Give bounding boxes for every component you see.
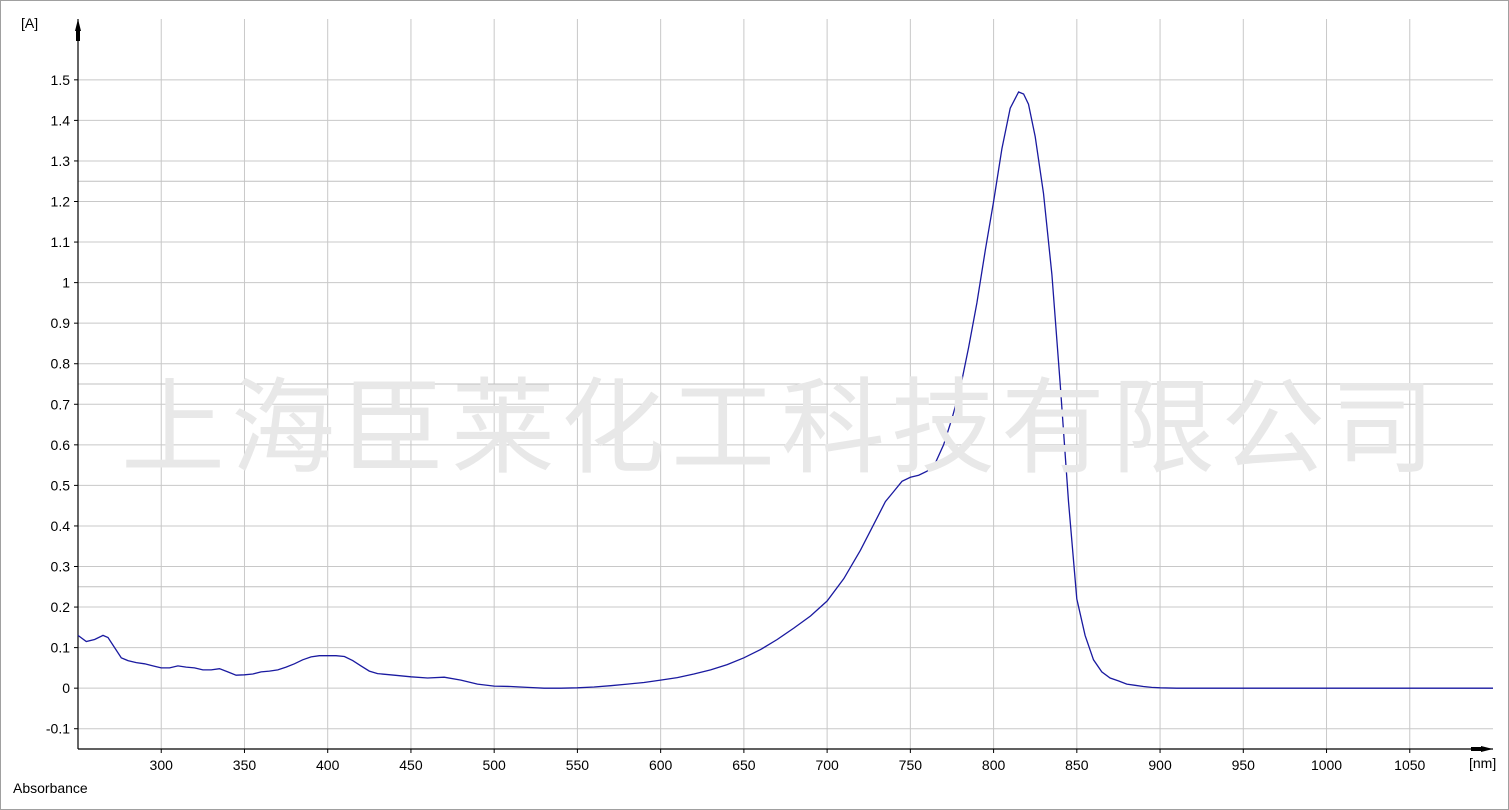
x-tick-label: 1000: [1311, 757, 1342, 773]
y-tick-label: 1.1: [51, 234, 71, 250]
y-tick-label: 0.5: [51, 477, 71, 493]
series-name-label: Absorbance: [13, 780, 88, 796]
grid: [78, 19, 1493, 749]
y-tick-label: 0.6: [51, 437, 71, 453]
y-tick-label: 0.3: [51, 559, 71, 575]
absorbance-series-line: [77, 91, 1493, 689]
x-tick-label: 850: [1065, 757, 1089, 773]
x-axis-arrow-icon: [1481, 746, 1493, 752]
y-tick-label: 0.8: [51, 356, 71, 372]
y-tick-label: 1.3: [51, 153, 71, 169]
y-tick-label: 1: [62, 275, 70, 291]
x-tick-label: 400: [316, 757, 340, 773]
x-tick-label: 700: [815, 757, 839, 773]
x-tick-label: 450: [399, 757, 423, 773]
watermark-text: 上海臣莱化工科技有限公司: [121, 367, 1441, 489]
axes: [74, 19, 1493, 753]
y-tick-label: 0.1: [51, 640, 71, 656]
y-tick-label: 1.5: [51, 72, 71, 88]
y-tick-label: 0.9: [51, 315, 71, 331]
x-axis-unit-label: [nm]: [1469, 755, 1496, 771]
x-tick-label: 800: [982, 757, 1006, 773]
y-tick-label: 0: [62, 680, 70, 696]
y-tick-label: 1.2: [51, 194, 71, 210]
y-tick-label: 0.2: [51, 599, 71, 615]
x-tick-label: 650: [732, 757, 756, 773]
y-axis-end-marker: [76, 31, 80, 41]
y-tick-label: 1.4: [51, 112, 71, 128]
y-tick-label: 0.7: [51, 396, 71, 412]
x-tick-label: 1050: [1394, 757, 1425, 773]
y-axis-arrow-icon: [75, 19, 81, 31]
x-tick-label: 750: [899, 757, 923, 773]
y-axis-unit-label: [A]: [21, 15, 38, 31]
x-tick-label: 550: [566, 757, 590, 773]
x-tick-label: 500: [482, 757, 506, 773]
x-tick-label: 900: [1148, 757, 1172, 773]
x-tick-label: 300: [150, 757, 174, 773]
y-tick-label: -0.1: [46, 721, 70, 737]
x-tick-label: 950: [1232, 757, 1256, 773]
x-tick-label: 600: [649, 757, 673, 773]
x-axis-end-marker: [1471, 747, 1481, 751]
x-tick-label: 350: [233, 757, 257, 773]
y-tick-label: 0.4: [51, 518, 71, 534]
